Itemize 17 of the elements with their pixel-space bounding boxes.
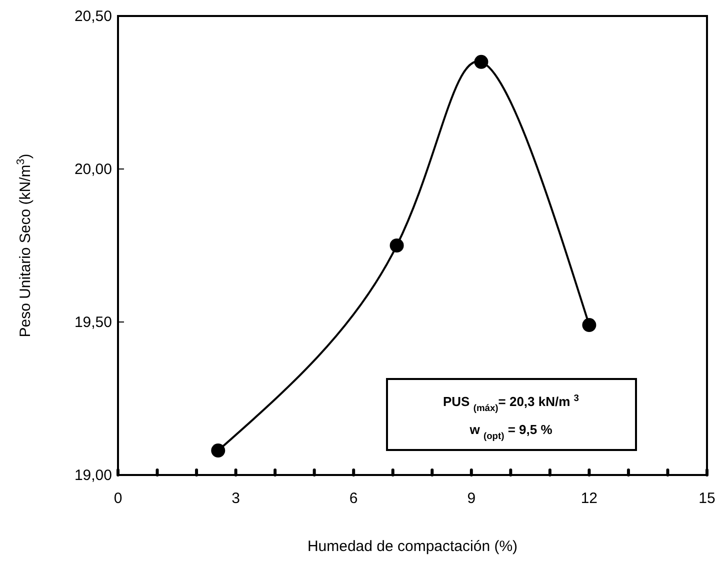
x-tick-label: 0 <box>114 490 122 507</box>
y-tick-label: 19,00 <box>74 467 112 484</box>
point <box>474 54 488 69</box>
y-tick-label: 19,50 <box>74 314 112 331</box>
x-tick-label: 6 <box>349 490 358 507</box>
annotation: w $_{(opt)}$ = 9,5 % <box>468 422 553 441</box>
point <box>390 238 404 252</box>
point <box>582 318 596 332</box>
x-tick-label: 12 <box>580 490 598 507</box>
y-tick-label: 20,00 <box>74 161 112 178</box>
annotation: PUS $_{(máx)}$= 20,3 kN/m $^{3}$ <box>442 393 580 413</box>
x-tick-label: 15 <box>698 490 716 507</box>
x-tick-label: 3 <box>232 490 240 507</box>
point <box>211 444 226 458</box>
x-axis-title: Humedad de compactación (%) <box>307 538 518 555</box>
y-tick-label: 20,50 <box>74 8 112 25</box>
x-tick-label: 9 <box>467 490 476 507</box>
